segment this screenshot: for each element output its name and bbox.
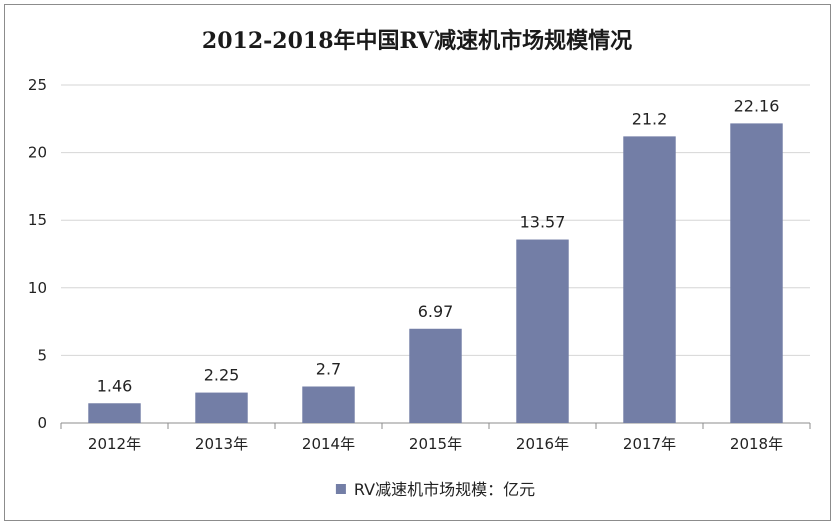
x-tick-label: 2017年 [623,435,676,453]
bar-5 [623,136,676,423]
x-tick-label: 2013年 [195,435,248,453]
x-tick-label: 2012年 [88,435,141,453]
y-tick-label: 15 [28,211,47,229]
legend-swatch [335,484,346,494]
chart-frame: 2012-2018年中国RV减速机市场规模情况 0 5 10 15 20 25 1.46 2… [4,4,831,521]
bar-1 [195,392,248,423]
bar-6 [730,123,783,424]
data-label: 2.25 [204,366,240,385]
bar-chart: 2012-2018年中国RV减速机市场规模情况 0 5 10 15 20 25 1.46 2… [28,28,811,499]
y-tick-label: 25 [28,76,47,94]
bar-3 [409,328,462,423]
bar-4 [516,239,569,423]
legend: RV减速机市场规模：亿元 [335,480,535,499]
y-tick-label: 10 [28,279,47,297]
x-tick-label: 2015年 [409,435,462,453]
y-tick-label: 20 [28,144,47,162]
bar-0 [88,403,141,423]
gridlines [60,84,811,429]
y-tick-label: 0 [37,414,47,432]
data-labels: 1.46 2.25 2.7 6.97 13.57 21.2 22.16 [97,96,780,395]
legend-label: RV减速机市场规模：亿元 [354,480,535,499]
data-label: 2.7 [316,359,341,378]
chart-title: 2012-2018年中国RV减速机市场规模情况 [202,28,632,54]
data-label: 1.46 [97,376,133,395]
y-tick-label: 5 [37,346,47,364]
x-axis-ticks: 2012年 2013年 2014年 2015年 2016年 2017年 2018年 [88,435,783,453]
bars [88,123,783,424]
data-label: 13.57 [520,213,566,232]
data-label: 22.16 [734,96,780,115]
data-label: 6.97 [418,302,454,321]
x-tick-label: 2014年 [302,435,355,453]
x-tick-label: 2016年 [516,435,569,453]
data-label: 21.2 [632,109,668,128]
y-axis-ticks: 0 5 10 15 20 25 [28,76,47,432]
bar-2 [302,386,355,423]
x-tick-label: 2018年 [730,435,783,453]
